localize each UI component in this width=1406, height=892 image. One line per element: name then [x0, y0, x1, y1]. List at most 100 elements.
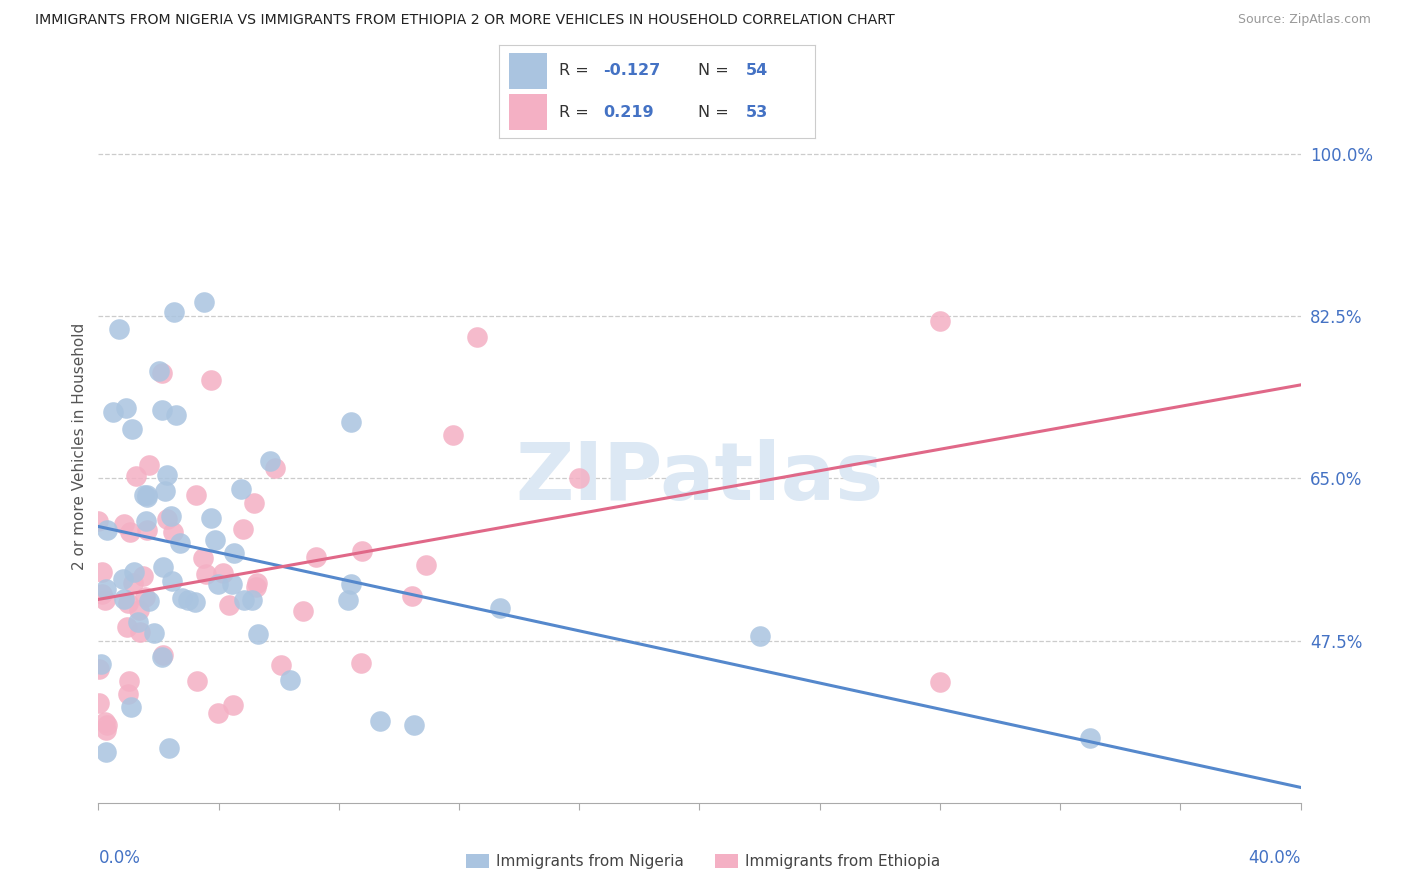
Point: [90, 565, 112, 579]
Text: Source: ZipAtlas.com: Source: ZipAtlas.com: [1237, 13, 1371, 27]
Point: [200, 373, 222, 387]
Point: [150, 366, 173, 380]
Point: [568, 471, 591, 485]
Point: [150, 403, 173, 417]
Point: [96, 717, 118, 731]
Point: [108, 322, 131, 336]
Point: [94, 593, 117, 607]
Point: [278, 673, 301, 687]
Point: [94, 745, 117, 759]
Point: [415, 558, 437, 572]
Point: [138, 458, 160, 472]
Point: [246, 627, 269, 641]
Point: [156, 512, 179, 526]
Point: [125, 469, 148, 483]
Point: [136, 490, 159, 504]
Point: [169, 536, 191, 550]
Point: [122, 565, 145, 579]
Text: 53: 53: [745, 104, 768, 120]
Point: [127, 615, 149, 630]
Point: [200, 510, 222, 524]
Point: [184, 488, 207, 502]
Text: 0.0%: 0.0%: [98, 849, 141, 867]
Point: [233, 593, 256, 607]
Text: ZIPatlas: ZIPatlas: [516, 440, 883, 517]
Point: [87, 515, 110, 529]
Point: [929, 314, 952, 328]
Point: [402, 718, 425, 732]
Point: [242, 593, 264, 607]
Point: [165, 408, 187, 422]
Point: [218, 598, 240, 612]
Point: [340, 415, 363, 429]
Point: [186, 673, 208, 688]
Point: [138, 594, 160, 608]
Point: [162, 304, 184, 318]
Point: [177, 593, 200, 607]
Point: [134, 591, 156, 605]
Point: [222, 698, 245, 712]
Text: 40.0%: 40.0%: [1249, 849, 1301, 867]
Point: [90, 657, 112, 671]
Point: [336, 593, 359, 607]
Point: [292, 604, 315, 618]
Point: [111, 573, 134, 587]
Point: [121, 422, 143, 436]
Point: [441, 428, 464, 442]
Point: [156, 468, 179, 483]
Point: [143, 626, 166, 640]
Point: [1078, 731, 1101, 745]
Point: [94, 723, 117, 737]
Point: [204, 533, 226, 548]
Point: [170, 591, 193, 605]
Point: [243, 496, 266, 510]
Point: [339, 577, 361, 591]
Point: [150, 649, 173, 664]
Bar: [509, 95, 547, 130]
Point: [350, 656, 373, 670]
Point: [89, 696, 111, 710]
Point: [160, 574, 183, 588]
Point: [245, 581, 267, 595]
Point: [160, 509, 183, 524]
Text: 54: 54: [745, 63, 768, 78]
Point: [221, 577, 243, 591]
Point: [136, 524, 159, 538]
Point: [153, 484, 176, 499]
Point: [368, 714, 391, 729]
Point: [134, 488, 156, 502]
Point: [232, 522, 254, 536]
Point: [96, 523, 118, 537]
Point: [193, 295, 215, 310]
Text: 0.219: 0.219: [603, 104, 654, 120]
Point: [96, 582, 118, 596]
Point: [135, 514, 157, 528]
Point: [305, 550, 328, 565]
Point: [118, 524, 141, 539]
Point: [128, 603, 150, 617]
Point: [263, 461, 285, 475]
Text: -0.127: -0.127: [603, 63, 661, 78]
Text: N =: N =: [699, 104, 734, 120]
Point: [132, 569, 155, 583]
Point: [94, 714, 117, 729]
Point: [162, 525, 184, 540]
Point: [117, 687, 139, 701]
Text: IMMIGRANTS FROM NIGERIA VS IMMIGRANTS FROM ETHIOPIA 2 OR MORE VEHICLES IN HOUSEH: IMMIGRANTS FROM NIGERIA VS IMMIGRANTS FR…: [35, 13, 894, 28]
Text: N =: N =: [699, 63, 734, 78]
Point: [115, 401, 138, 415]
Text: R =: R =: [560, 63, 595, 78]
Point: [115, 620, 138, 634]
Point: [401, 590, 423, 604]
Point: [929, 675, 952, 690]
Point: [195, 566, 218, 581]
Point: [89, 662, 111, 676]
Point: [152, 648, 174, 662]
Point: [245, 575, 267, 590]
Point: [103, 405, 125, 419]
Point: [465, 330, 488, 344]
Point: [184, 594, 207, 608]
Point: [120, 700, 142, 714]
Legend: Immigrants from Nigeria, Immigrants from Ethiopia: Immigrants from Nigeria, Immigrants from…: [460, 847, 946, 875]
Point: [136, 488, 159, 502]
